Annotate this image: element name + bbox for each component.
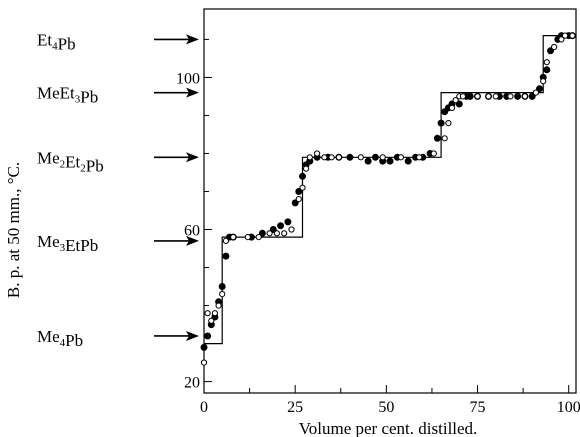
point-open (430, 150, 437, 157)
point-open (416, 154, 423, 161)
point-filled (528, 92, 536, 100)
point-filled (437, 119, 445, 127)
compound-label: Et4Pb (37, 30, 76, 53)
point-open (321, 154, 328, 161)
point-open (215, 302, 222, 309)
point-filled (258, 229, 266, 237)
x-ticks: 0 25 50 75 100 (200, 385, 580, 416)
step-line (204, 34, 576, 345)
point-open (219, 291, 226, 298)
point-filled (364, 157, 372, 165)
point-open (474, 93, 481, 100)
point-filled (547, 47, 554, 55)
point-open (208, 317, 215, 324)
point-filled (284, 218, 292, 226)
point-filled (222, 252, 230, 260)
point-open (532, 89, 540, 96)
point-filled (299, 172, 306, 180)
point-open (379, 154, 386, 161)
point-filled (295, 188, 303, 195)
point-open (222, 237, 229, 244)
point-open (288, 226, 295, 233)
arrow-head-icon (186, 152, 199, 163)
point-filled (371, 153, 379, 161)
compound-label: Me2Et2Pb (37, 148, 104, 175)
y-tick-label: 60 (184, 223, 200, 240)
point-filled (204, 332, 212, 340)
x-tick-label: 75 (470, 399, 486, 416)
arrow-head-icon (186, 34, 199, 45)
point-filled (543, 66, 551, 74)
point-open (569, 32, 576, 39)
point-open (335, 154, 342, 161)
point-open (281, 230, 288, 237)
compound-label: MeEt3Pb (37, 84, 98, 107)
plot-frame (203, 8, 577, 394)
compound-labels: Et4Pb MeEt3Pb Me2Et2Pb Me3EtPb Me4Pb (37, 30, 199, 350)
point-open (273, 230, 280, 237)
point-open (485, 93, 492, 100)
point-filled (218, 283, 226, 290)
point-open (204, 310, 211, 317)
point-filled (455, 100, 463, 108)
point-open (303, 165, 310, 172)
arrow-head-icon (186, 87, 199, 98)
point-filled (536, 85, 543, 93)
compound-label: Me4Pb (37, 327, 83, 350)
point-filled (291, 199, 299, 207)
point-open (200, 359, 208, 366)
point-open (255, 234, 262, 241)
point-open (521, 93, 529, 100)
point-open (492, 93, 499, 100)
x-tick-label: 25 (287, 399, 303, 416)
point-filled (346, 153, 354, 161)
point-filled (269, 226, 277, 233)
x-axis-label: Volume per cent. distilled. (299, 419, 478, 437)
point-open (543, 59, 550, 66)
point-filled (466, 92, 474, 100)
arrow-head-icon (186, 235, 199, 246)
point-open (230, 234, 237, 241)
point-open (266, 230, 273, 237)
x-tick-label: 0 (200, 399, 208, 416)
arrow-head-icon (186, 330, 199, 341)
point-open (211, 310, 218, 317)
point-open (448, 104, 456, 112)
y-axis-label: B. p. at 50 mm., °C. (4, 162, 23, 298)
point-open (452, 97, 459, 104)
point-open (295, 196, 302, 203)
point-filled (277, 222, 285, 230)
point-open (459, 93, 466, 100)
point-open (314, 150, 321, 157)
point-filled (404, 157, 412, 165)
point-open (551, 43, 558, 51)
point-filled (200, 343, 208, 351)
point-open (562, 32, 569, 39)
x-tick-label: 100 (557, 399, 580, 416)
point-open (357, 154, 364, 161)
y-tick-label: 20 (184, 375, 200, 392)
point-open (445, 120, 452, 127)
point-open (507, 93, 514, 100)
point-filled (433, 134, 441, 142)
y-ticks: 20 60 100 (176, 38, 212, 392)
y-tick-label: 100 (176, 70, 200, 87)
point-open (299, 184, 306, 191)
data-points (200, 32, 576, 366)
point-open (244, 234, 251, 241)
point-filled (514, 92, 522, 100)
compound-label: Me3EtPb (37, 232, 98, 255)
point-open (558, 36, 565, 43)
point-open (540, 78, 547, 85)
point-filled (386, 157, 394, 165)
point-open (397, 154, 404, 161)
point-open (441, 135, 448, 142)
point-open (306, 154, 313, 161)
point-open (328, 154, 335, 161)
x-tick-label: 50 (378, 399, 394, 416)
